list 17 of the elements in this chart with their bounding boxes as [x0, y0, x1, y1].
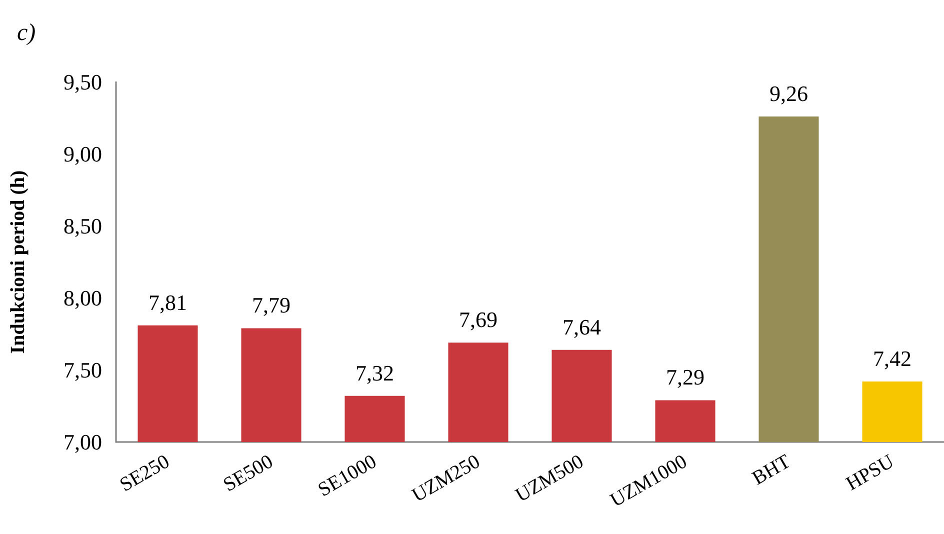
x-tick-label: BHT — [748, 450, 794, 490]
y-tick-label: 9,00 — [64, 142, 102, 166]
data-label: 7,79 — [252, 292, 290, 318]
data-label: 7,69 — [459, 307, 498, 332]
chart-title: c) — [17, 20, 36, 46]
y-tick-label: 9,50 — [64, 70, 102, 94]
data-label: 7,32 — [356, 360, 394, 386]
data-label: 9,26 — [770, 81, 808, 106]
data-label: 7,64 — [562, 314, 601, 340]
y-axis-title: Indukcioni period (h) — [7, 170, 29, 354]
data-label: 7,81 — [148, 290, 187, 315]
y-tick-label: 8,00 — [64, 286, 102, 310]
y-tick-label: 8,50 — [64, 214, 102, 238]
y-tick-label: 7,50 — [64, 358, 102, 382]
data-label: 7,42 — [873, 346, 912, 372]
y-tick-label: 7,00 — [64, 430, 102, 454]
data-label: 7,29 — [666, 364, 704, 390]
